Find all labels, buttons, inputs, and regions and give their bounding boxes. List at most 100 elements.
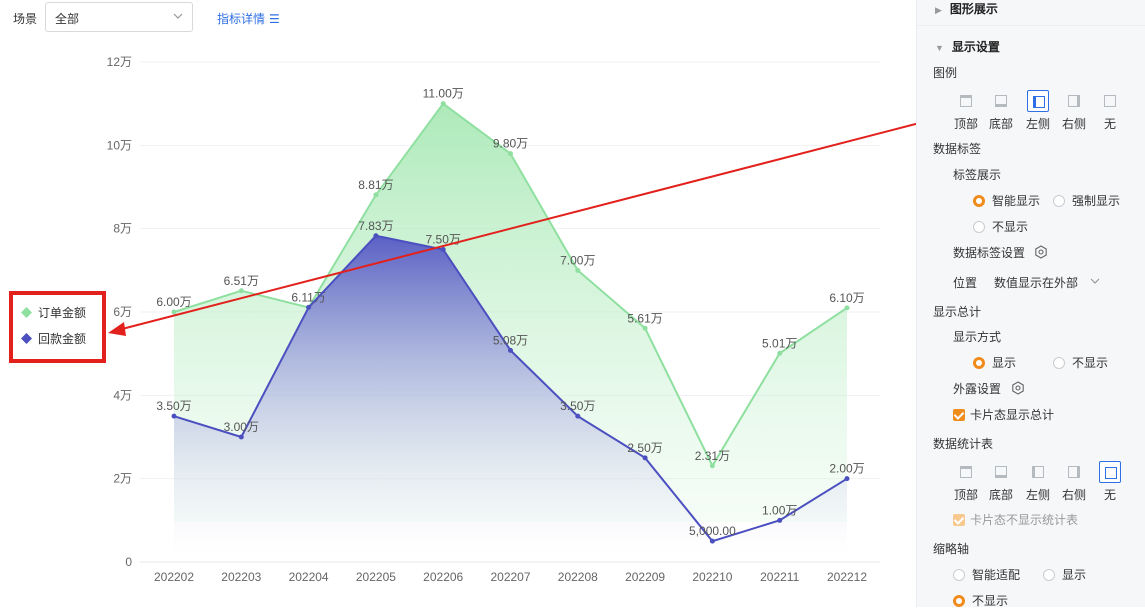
legend-setting-title: 图例 <box>933 66 958 80</box>
show-total-title: 显示总计 <box>933 305 982 319</box>
y-tick-label: 12万 <box>107 55 132 69</box>
data-label: 1.00万 <box>762 503 797 517</box>
gear-icon[interactable] <box>1034 245 1048 259</box>
chevron-down-icon[interactable] <box>1089 275 1101 287</box>
label-display-title: 标签展示 <box>953 168 1002 182</box>
stats-option-box <box>990 461 1012 483</box>
chart-svg: 0 2万 4万 6万 8万 10万 12万 202202 202203 202204 202205 2… <box>107 55 880 584</box>
stats-option-2[interactable]: 左侧 <box>1025 461 1051 503</box>
scene-label: 场景 <box>13 12 38 26</box>
section-graph-display-label: 图形展示 <box>949 2 998 16</box>
checkbox-checked-icon <box>953 513 965 526</box>
section-display-settings[interactable]: ▼ 显示设置 <box>935 38 1000 55</box>
stats-option-1[interactable]: 底部 <box>988 461 1014 503</box>
display-mode-title: 显示方式 <box>953 330 1002 344</box>
area-chart: 0 2万 4万 6万 8万 10万 12万 202202 202203 202204 202205 2… <box>0 36 915 607</box>
radio-show-total-label: 显示 <box>992 356 1017 370</box>
toolbar: 场景 全部 指标详情 ☰ <box>0 0 900 36</box>
stats-option-4[interactable]: 无 <box>1097 461 1123 503</box>
exposure-settings: 外露设置 <box>953 382 1002 396</box>
radio-dot <box>953 594 965 607</box>
section-display-settings-label: 显示设置 <box>951 40 1000 54</box>
data-label: 7.83万 <box>358 219 393 233</box>
radio-dot <box>1053 194 1065 207</box>
gear-icon[interactable] <box>1011 381 1025 395</box>
stats-option-box <box>955 461 977 483</box>
legend-item-order[interactable]: 订单金额 <box>21 304 86 321</box>
chevron-down-icon <box>173 13 183 19</box>
radio-smart-fit[interactable]: 智能适配 <box>953 566 1020 583</box>
x-tick-label: 202209 <box>625 570 665 584</box>
x-tick-label: 202204 <box>289 570 329 584</box>
legend-option-box <box>990 90 1012 112</box>
legend-option-3[interactable]: 右侧 <box>1061 90 1087 132</box>
radio-smart-fit-label: 智能适配 <box>972 568 1021 582</box>
legend-item-payment[interactable]: 回款金额 <box>21 330 86 347</box>
legend-option-4[interactable]: 无 <box>1097 90 1123 132</box>
radio-smart-display[interactable]: 智能显示 <box>973 192 1040 209</box>
layout-1-icon <box>995 95 1007 107</box>
layout-2-icon <box>1033 96 1045 108</box>
layout-1-icon <box>995 466 1007 478</box>
data-point <box>777 350 783 356</box>
radio-show-thumbnail-label: 显示 <box>1062 568 1087 582</box>
data-point <box>642 455 648 461</box>
data-point <box>373 192 379 198</box>
stats-option-label: 底部 <box>988 488 1013 502</box>
radio-force-display-label: 强制显示 <box>1072 194 1121 208</box>
stats-option-0[interactable]: 顶部 <box>953 461 979 503</box>
data-point <box>373 233 379 239</box>
y-tick-label: 0 <box>125 555 132 569</box>
data-point <box>508 347 513 353</box>
radio-force-display[interactable]: 强制显示 <box>1053 192 1120 209</box>
data-point <box>844 476 850 482</box>
data-label: 6.11万 <box>291 290 325 304</box>
scene-select[interactable]: 全部 <box>45 2 193 32</box>
radio-dot <box>1043 568 1055 581</box>
data-label: 5.08万 <box>493 333 528 347</box>
radio-hide-thumbnail-label: 不显示 <box>972 594 1009 608</box>
data-point <box>171 413 177 419</box>
stats-option-3[interactable]: 右侧 <box>1061 461 1087 503</box>
stats-table-title: 数据统计表 <box>933 437 994 451</box>
legend-option-1[interactable]: 底部 <box>988 90 1014 132</box>
chart-legend: 订单金额 回款金额 <box>9 291 106 363</box>
data-label: 2.31万 <box>695 449 730 463</box>
checkbox-card-hide-stats[interactable]: 卡片态不显示统计表 <box>953 511 1078 528</box>
radio-no-label[interactable]: 不显示 <box>973 218 1028 235</box>
legend-option-0[interactable]: 顶部 <box>953 90 979 132</box>
radio-show-thumbnail[interactable]: 显示 <box>1043 566 1086 583</box>
data-point <box>238 434 244 440</box>
metric-detail-link[interactable]: 指标详情 ☰ <box>217 10 280 27</box>
radio-no-label-label: 不显示 <box>992 220 1029 234</box>
radio-show-total[interactable]: 显示 <box>973 354 1016 371</box>
data-label: 2.50万 <box>627 441 662 455</box>
x-tick-label: 202211 <box>760 570 799 584</box>
radio-hide-total-label: 不显示 <box>1072 356 1109 370</box>
data-label: 2.00万 <box>829 462 864 476</box>
data-label: 11.00万 <box>423 87 464 101</box>
x-tick-label: 202207 <box>490 570 530 584</box>
data-label: 3.50万 <box>156 399 191 413</box>
legend-option-label: 右侧 <box>1061 117 1086 131</box>
x-tick-label: 202210 <box>692 570 732 584</box>
caret-down-icon: ▼ <box>935 43 944 53</box>
y-tick-label: 4万 <box>113 388 132 402</box>
stats-option-box <box>1027 461 1049 483</box>
legend-option-2[interactable]: 左侧 <box>1025 90 1051 132</box>
radio-hide-total[interactable]: 不显示 <box>1053 354 1108 371</box>
checkbox-card-show-total[interactable]: 卡片态显示总计 <box>953 406 1054 423</box>
data-point <box>575 267 581 273</box>
section-graph-display[interactable]: ▶ 图形展示 <box>935 0 998 17</box>
radio-hide-thumbnail[interactable]: 不显示 <box>953 592 1008 609</box>
position-select-value[interactable]: 数值显示在外部 <box>994 276 1079 290</box>
data-point <box>709 538 715 544</box>
data-point <box>440 247 446 252</box>
data-label: 9.80万 <box>493 137 528 151</box>
radio-dot <box>973 356 985 369</box>
data-point <box>306 304 312 310</box>
stats-option-label: 无 <box>1103 488 1116 502</box>
y-tick-label: 6万 <box>113 305 132 319</box>
stats-option-label: 左侧 <box>1025 488 1050 502</box>
radio-dot <box>953 568 965 581</box>
